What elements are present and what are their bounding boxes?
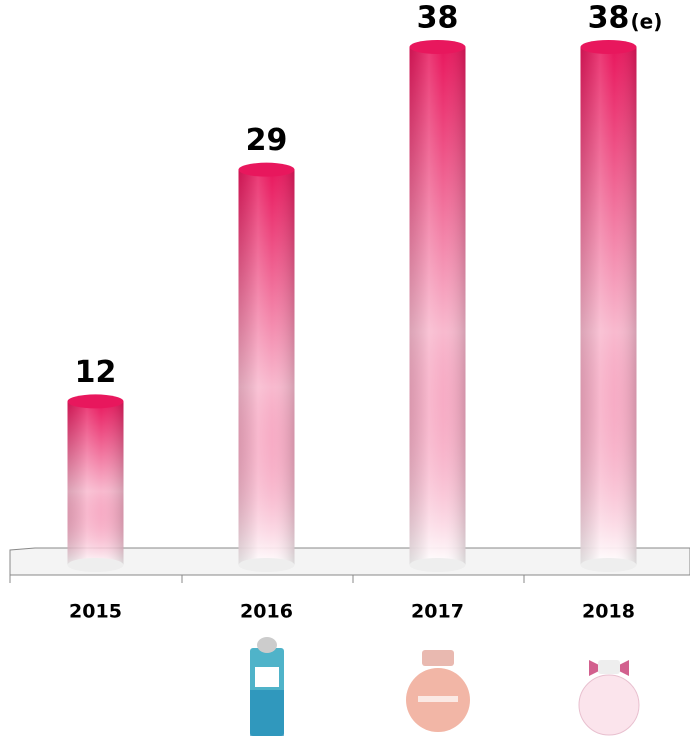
- bar-top: [581, 40, 637, 54]
- bar-top: [68, 394, 124, 408]
- bar-top: [410, 40, 466, 54]
- bar-shade: [239, 170, 295, 565]
- cylinder: [68, 394, 124, 572]
- bottle-2018: [579, 660, 639, 735]
- bar-shade: [581, 47, 637, 565]
- bar-top: [239, 163, 295, 177]
- value-label: 12: [75, 355, 117, 390]
- annotation: (e): [631, 10, 663, 34]
- bar-bottom: [239, 558, 295, 572]
- x-tick-label: 2017: [411, 601, 464, 623]
- chart: 12 2015 29 2016 38 2017 38 2018 (e): [0, 0, 690, 736]
- bar-shade: [410, 47, 466, 565]
- cylinder: [581, 40, 637, 572]
- x-tick-label: 2018: [582, 601, 635, 623]
- bar-bottom: [68, 558, 124, 572]
- value-label: 38: [588, 1, 630, 36]
- bar-bottom: [410, 558, 466, 572]
- value-label: 38: [417, 1, 459, 36]
- bar-shade: [68, 401, 124, 565]
- bars: [68, 40, 637, 572]
- cylinder: [239, 163, 295, 572]
- value-label: 29: [246, 123, 288, 158]
- cylinder: [410, 40, 466, 572]
- bottle-2016: [250, 637, 284, 736]
- x-tick-label: 2016: [240, 601, 293, 623]
- x-tick-label: 2015: [69, 601, 122, 623]
- bottle-2017: [406, 650, 470, 732]
- bar-bottom: [581, 558, 637, 572]
